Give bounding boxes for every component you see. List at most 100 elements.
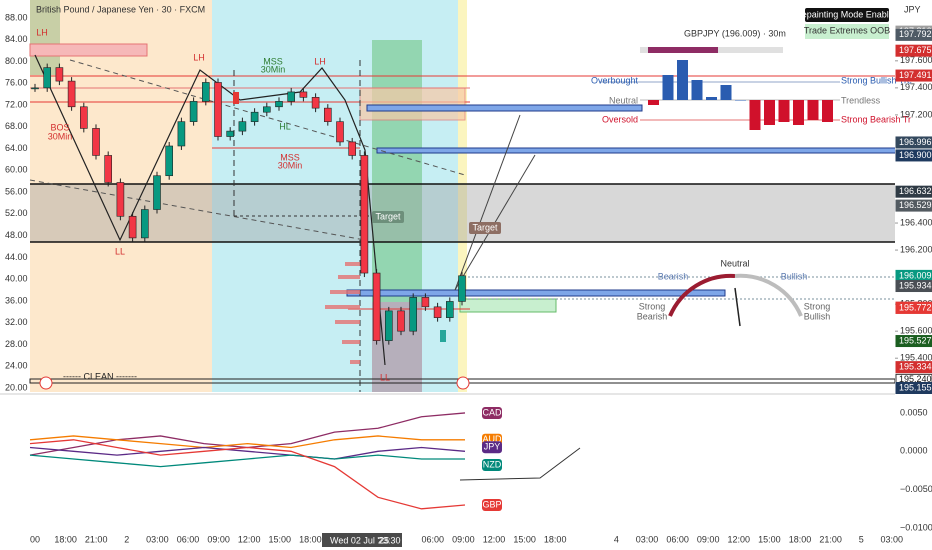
annotation: Target bbox=[375, 211, 401, 221]
candle bbox=[141, 209, 149, 239]
time-tick-label: 12:00 bbox=[238, 534, 261, 544]
gauge-label: Bullish bbox=[781, 271, 808, 281]
time-tick-label: 18:00 bbox=[789, 534, 812, 544]
candle bbox=[153, 175, 161, 210]
panel-button[interactable]: Trade Extremes OOB bbox=[804, 25, 890, 35]
target-badge bbox=[372, 211, 404, 223]
price-tag-label: 196.529 bbox=[899, 200, 932, 210]
annotation: MSS bbox=[263, 56, 283, 66]
price-tag bbox=[895, 149, 932, 162]
left-tick-label: 36.00 bbox=[5, 295, 28, 305]
annotation: HL bbox=[279, 121, 291, 131]
osc-bar bbox=[764, 100, 775, 125]
candles bbox=[31, 63, 466, 345]
strength-tick-label: 0.0000 bbox=[900, 446, 928, 456]
panel-button-bg[interactable] bbox=[805, 24, 889, 39]
label: Overbought bbox=[591, 75, 639, 85]
strength-line bbox=[29, 446, 466, 460]
price-tag-label: 196.009 bbox=[899, 270, 932, 280]
candle bbox=[421, 297, 430, 308]
candle bbox=[250, 111, 259, 122]
left-tick-label: 40.00 bbox=[5, 274, 28, 284]
currency-tag-label: NZD bbox=[483, 459, 502, 469]
time-tick-label: 15:00 bbox=[513, 534, 536, 544]
time-tick-label: 5 bbox=[859, 534, 864, 544]
mode-badge bbox=[805, 8, 889, 22]
left-tick-label: 84.00 bbox=[5, 34, 28, 44]
time-tick-label: 18:00 bbox=[54, 534, 77, 544]
price-tag-label: 195.772 bbox=[899, 302, 932, 312]
osc-bar bbox=[677, 60, 688, 100]
annotation: MSS bbox=[280, 152, 300, 162]
cursor-date: Wed 02 Jul '25 bbox=[330, 535, 389, 545]
candle bbox=[92, 128, 100, 156]
time-tick-label: 00 bbox=[30, 534, 40, 544]
osc-bar bbox=[648, 100, 659, 105]
candle bbox=[299, 91, 308, 98]
blue-level bbox=[366, 104, 643, 112]
candle bbox=[238, 121, 247, 132]
price-tick-label: 195.600 bbox=[900, 326, 932, 336]
gauge-bull bbox=[734, 273, 803, 317]
time-tick-label: 18:00 bbox=[299, 534, 322, 544]
candle bbox=[384, 310, 393, 341]
price-tag-label: 195.527 bbox=[899, 335, 932, 345]
osc-bar bbox=[822, 100, 833, 122]
gauge-bear bbox=[668, 273, 736, 317]
price-tick-label: 197.400 bbox=[900, 82, 932, 92]
left-tick-label: 28.00 bbox=[5, 339, 28, 349]
time-tick-label: 12:00 bbox=[483, 534, 506, 544]
candle bbox=[177, 121, 186, 147]
price-tag bbox=[895, 199, 932, 212]
candle bbox=[165, 145, 173, 177]
blue-level bbox=[376, 147, 917, 154]
trend-line bbox=[29, 179, 366, 241]
left-tick-label: 56.00 bbox=[5, 186, 28, 196]
candle bbox=[80, 106, 88, 129]
price-tag-label: 197.675 bbox=[899, 45, 932, 55]
currency: JPY bbox=[904, 4, 921, 14]
left-tick-label: 60.00 bbox=[5, 165, 28, 175]
candle bbox=[323, 107, 332, 122]
label: Strong Bullish Tre bbox=[841, 75, 912, 85]
price-tag bbox=[895, 44, 932, 57]
strength-tick-label: −0.0050 bbox=[900, 484, 932, 494]
time-tick-label: 09:00 bbox=[697, 534, 720, 544]
candle bbox=[311, 97, 320, 109]
price-tag bbox=[895, 28, 932, 41]
candle bbox=[445, 301, 454, 318]
strength-tick-label: 0.0050 bbox=[900, 407, 928, 417]
price-tag-label: 196.900 bbox=[899, 150, 932, 160]
time-tick-label: 4 bbox=[614, 534, 619, 544]
annotation: BOS bbox=[50, 122, 69, 132]
candle bbox=[67, 80, 76, 108]
left-tick-label: 44.00 bbox=[5, 252, 28, 262]
time-tick-label: 03:00 bbox=[146, 534, 169, 544]
price-tag bbox=[895, 335, 932, 348]
price-tag-label: 195.240 bbox=[899, 374, 932, 384]
time-tick-label: 15:00 bbox=[758, 534, 781, 544]
candle bbox=[43, 67, 52, 89]
left-tick-label: 64.00 bbox=[5, 143, 28, 153]
projection-arrow bbox=[454, 114, 521, 291]
annotation: LH bbox=[36, 27, 48, 37]
cursor-time: 23:30 bbox=[378, 535, 401, 545]
strength-tick-label: −0.0100 bbox=[900, 522, 932, 532]
price-tick-label: 197.200 bbox=[900, 109, 932, 119]
icon bbox=[39, 376, 53, 390]
price-tag bbox=[895, 69, 932, 82]
annotation: 30Min bbox=[278, 160, 303, 170]
time-tick-label: 03:00 bbox=[636, 534, 659, 544]
osc-bar bbox=[793, 100, 804, 125]
volume-profile bbox=[325, 262, 360, 364]
candle bbox=[262, 106, 271, 113]
candle bbox=[189, 101, 198, 122]
demand-box bbox=[459, 298, 557, 313]
label: Trendless bbox=[841, 95, 881, 105]
currency-tag-label: GBP bbox=[482, 499, 501, 509]
price-tag bbox=[895, 301, 932, 314]
price-tag bbox=[895, 185, 932, 198]
indicator-title: GBPJPY (196.009) · 30m bbox=[684, 28, 786, 38]
session-zone bbox=[458, 0, 467, 392]
candle bbox=[458, 275, 466, 302]
